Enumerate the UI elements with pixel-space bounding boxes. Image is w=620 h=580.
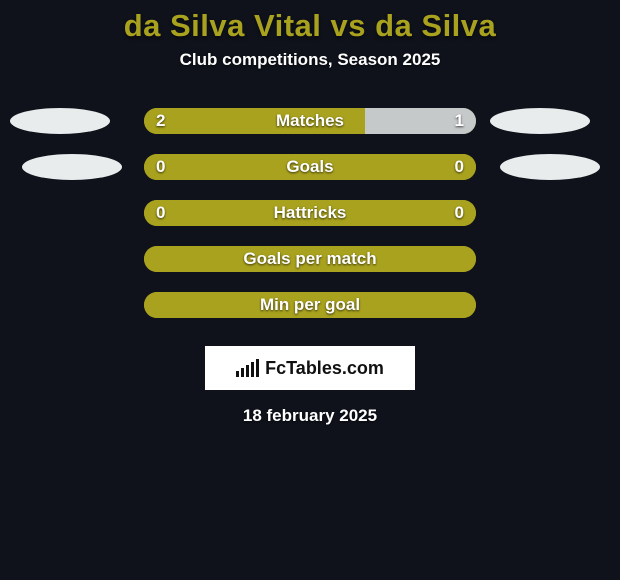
stat-row: Min per goal	[0, 282, 620, 328]
stat-row: Goals0 0	[0, 144, 620, 190]
stat-value-left: 0	[156, 157, 165, 177]
stat-value-right: 0	[455, 157, 464, 177]
player-ellipse-right	[490, 108, 590, 134]
logo-bar	[236, 371, 239, 377]
stat-bar-track: Goals0 0	[144, 154, 476, 180]
logo-bar	[241, 368, 244, 377]
player-ellipse-left	[10, 108, 110, 134]
stat-value-right: 0	[455, 203, 464, 223]
player-ellipse-left	[22, 154, 122, 180]
date-text: 18 february 2025	[0, 406, 620, 426]
stat-label: Matches	[144, 111, 476, 131]
stat-rows: Matches21Goals00Hattricks00Goals per mat…	[0, 98, 620, 328]
fctables-logo: FcTables.com	[205, 346, 415, 390]
stat-value-left: 0	[156, 203, 165, 223]
stat-bar-track: Hattricks0 0	[144, 200, 476, 226]
page-subtitle: Club competitions, Season 2025	[0, 50, 620, 70]
stat-bar-track: Goals per match	[144, 246, 476, 272]
page-title: da Silva Vital vs da Silva	[0, 0, 620, 44]
stat-value-left: 2	[156, 111, 165, 131]
stat-row: Hattricks0 0	[0, 190, 620, 236]
stat-row: Goals per match	[0, 236, 620, 282]
logo-text: FcTables.com	[265, 358, 384, 379]
logo-bar	[251, 362, 254, 377]
logo-bars-icon	[236, 359, 259, 377]
stat-bar-track: Matches2 1	[144, 108, 476, 134]
stat-value-right: 1	[455, 111, 464, 131]
logo-bar	[246, 365, 249, 377]
logo-bar	[256, 359, 259, 377]
stat-label: Goals	[144, 157, 476, 177]
stat-row: Matches2 1	[0, 98, 620, 144]
stat-label: Hattricks	[144, 203, 476, 223]
player-ellipse-right	[500, 154, 600, 180]
stat-label: Min per goal	[144, 295, 476, 315]
stat-label: Goals per match	[144, 249, 476, 269]
comparison-infographic: da Silva Vital vs da Silva Club competit…	[0, 0, 620, 580]
stat-bar-track: Min per goal	[144, 292, 476, 318]
